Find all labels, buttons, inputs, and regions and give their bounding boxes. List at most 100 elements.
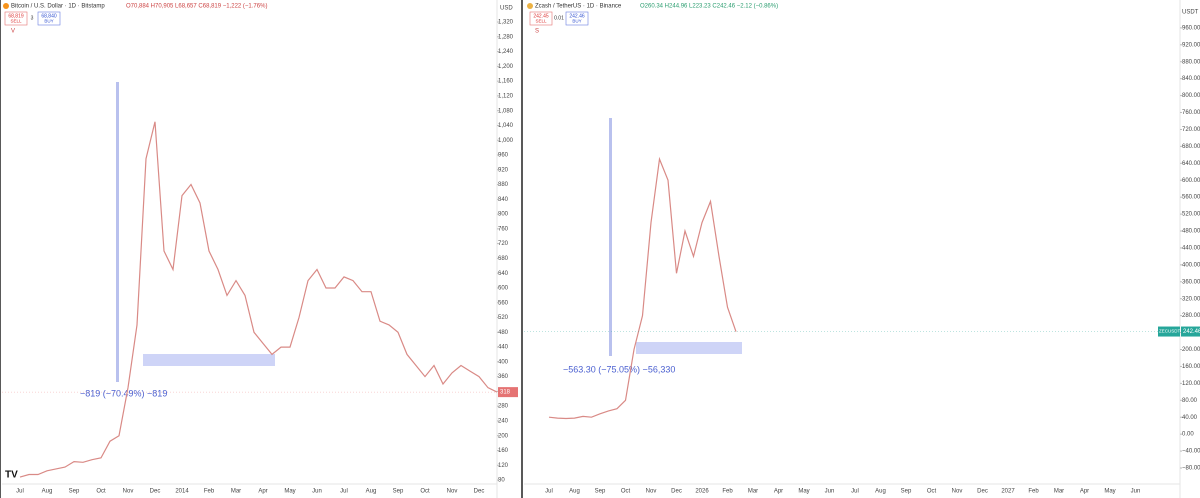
y-tick-label: 200 — [498, 433, 509, 439]
symbol: Zcash / TetherUS · 1D · Binance — [535, 4, 622, 10]
y-tick-label: 440 — [498, 345, 509, 351]
y-tick-label: 520 — [498, 315, 509, 321]
y-tick-label: 960 — [498, 153, 509, 159]
y-tick-label: 560.00 — [1182, 195, 1200, 201]
y-tick-label: 800 — [498, 212, 509, 218]
x-tick-label: Sep — [69, 489, 80, 495]
y-tick-label: 440.00 — [1182, 246, 1200, 252]
measure-bar — [116, 82, 119, 382]
y-tick-label: 920.00 — [1182, 42, 1200, 48]
y-tick-label: 960.00 — [1182, 25, 1200, 31]
buy-price: 68,840 — [41, 13, 57, 19]
sell-label: SELL — [10, 19, 22, 24]
x-tick-label: Jun — [312, 489, 322, 495]
sell-label: SELL — [535, 19, 547, 24]
y-tick-label: 680.00 — [1182, 144, 1200, 150]
buy-button[interactable] — [37, 11, 61, 26]
x-tick-label: 2014 — [175, 489, 189, 495]
y-tick-label: 480 — [498, 330, 509, 336]
x-tick-label: May — [284, 489, 295, 495]
y-tick-label: 1,000 — [498, 138, 514, 144]
y-tick-label: 520.00 — [1182, 212, 1200, 218]
y-tick-label: 240 — [498, 419, 509, 425]
symbol-icon — [3, 3, 9, 9]
y-tick-label: 360 — [498, 374, 509, 380]
x-tick-label: Aug — [366, 489, 377, 495]
x-tick-label: 2026 — [695, 489, 709, 495]
y-tick-label: 1,320 — [498, 20, 514, 26]
y-tick-label: 880.00 — [1182, 59, 1200, 65]
last-price-tag — [498, 387, 518, 398]
ticker-label: ZECUSDT — [1159, 329, 1181, 334]
y-tick-label: 280.00 — [1182, 313, 1200, 319]
x-tick-label: 2027 — [1001, 489, 1015, 495]
y-tick-label: 40.00 — [1182, 415, 1198, 421]
y-tick-label: 280 — [498, 404, 509, 410]
y-tick-label: 400.00 — [1182, 262, 1200, 268]
y-tick-label: 80 — [498, 478, 505, 484]
y-tick-label: 1,120 — [498, 93, 514, 99]
y-tick-label: 160.00 — [1182, 364, 1200, 370]
y-tick-label: 840 — [498, 197, 509, 203]
x-tick-label: Mar — [748, 489, 758, 495]
x-tick-label: Jul — [851, 489, 859, 495]
x-tick-label: Nov — [447, 489, 458, 495]
x-tick-label: Jul — [545, 489, 553, 495]
x-tick-label: Apr — [1080, 489, 1089, 495]
y-tick-label: 920 — [498, 167, 509, 173]
y-tick-label: 320.00 — [1182, 296, 1200, 302]
y-tick-label: 840.00 — [1182, 76, 1200, 82]
symbol: Bitcoin / U.S. Dollar · 1D · Bitstamp — [11, 4, 105, 10]
buy-price: 242.46 — [569, 13, 585, 19]
x-tick-label: Dec — [150, 489, 161, 495]
y-tick-label: 1,200 — [498, 64, 514, 70]
x-tick-label: Dec — [474, 489, 485, 495]
y-tick-label: 400 — [498, 359, 509, 365]
sell-button[interactable] — [4, 11, 28, 26]
y-tick-label: 1,240 — [498, 49, 514, 55]
x-tick-label: Feb — [204, 489, 215, 495]
y-tick-label: 120.00 — [1182, 381, 1200, 387]
ohlc: O260.34 H244.96 L223.23 C242.46 −2.12 (−… — [640, 4, 778, 10]
y-tick-label: 1,040 — [498, 123, 514, 129]
x-tick-label: Dec — [671, 489, 682, 495]
y-tick-label: 600 — [498, 286, 509, 292]
spread: 0.01 — [554, 15, 564, 21]
x-tick-label: Mar — [231, 489, 241, 495]
y-tick-label: 640.00 — [1182, 161, 1200, 167]
y-tick-label: 640 — [498, 271, 509, 277]
sell-button[interactable] — [529, 11, 553, 26]
ohlc: O70,884 H70,905 L68,657 C68,819 −1,222 (… — [126, 4, 267, 10]
measure-label: −563.30 (−75.05%) −56,330 — [563, 364, 675, 374]
buy-label: BUY — [44, 19, 53, 24]
y-tick-label: 160 — [498, 448, 509, 454]
x-tick-label: Jun — [1131, 489, 1141, 495]
symbol-icon — [527, 3, 533, 9]
indicator-toggle[interactable]: V — [11, 29, 15, 35]
currency: USD — [500, 6, 513, 12]
ticker-tag — [1158, 326, 1180, 337]
x-tick-label: Aug — [875, 489, 886, 495]
last-price-tag — [1181, 326, 1200, 337]
x-tick-label: Sep — [393, 489, 404, 495]
y-tick-label: 120 — [498, 463, 509, 469]
x-tick-label: Dec — [977, 489, 988, 495]
x-tick-label: Apr — [258, 489, 267, 495]
indicator-toggle[interactable]: S — [535, 29, 539, 35]
price-line — [548, 156, 737, 420]
x-tick-label: Oct — [96, 489, 106, 495]
y-tick-label: 560 — [498, 300, 509, 306]
x-tick-label: Feb — [1028, 489, 1039, 495]
buy-button[interactable] — [565, 11, 589, 26]
highlight-zone — [143, 354, 275, 366]
y-tick-label: 1,080 — [498, 108, 514, 114]
y-tick-label: 760 — [498, 226, 509, 232]
y-tick-label: −80.00 — [1182, 466, 1200, 472]
measure-bar — [609, 118, 612, 356]
currency: USDT — [1182, 10, 1199, 16]
last-price-label: 242.46 — [1183, 329, 1200, 335]
x-tick-label: Aug — [42, 489, 53, 495]
x-tick-label: Jul — [340, 489, 348, 495]
